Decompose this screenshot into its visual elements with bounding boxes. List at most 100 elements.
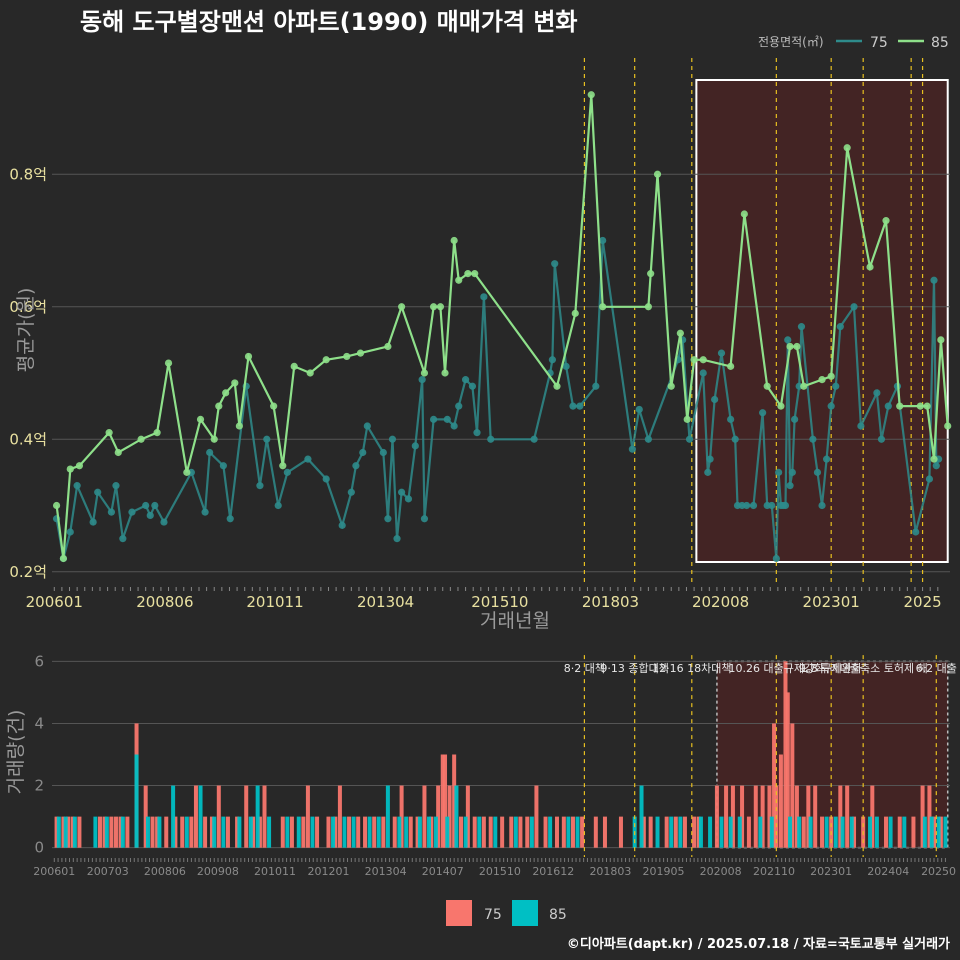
volume-bar-75 xyxy=(447,785,452,848)
volume-bar-75 xyxy=(778,754,783,848)
data-point-75 xyxy=(398,488,406,496)
volume-bar-75 xyxy=(472,816,477,848)
data-point-75 xyxy=(592,382,600,390)
volume-bar-75 xyxy=(125,816,130,848)
volume-x-tick-label: 201905 xyxy=(642,865,684,878)
volume-bar-85 xyxy=(351,816,356,848)
volume-bar-85 xyxy=(719,816,724,848)
data-point-75 xyxy=(420,515,429,523)
volume-bar-75 xyxy=(193,785,198,848)
volume-bar-75 xyxy=(429,816,434,848)
volume-bar-75 xyxy=(216,785,221,848)
volume-bar-75 xyxy=(806,785,811,848)
data-point-85 xyxy=(52,501,61,510)
volume-y-tick-label: 0 xyxy=(34,839,44,857)
data-point-75 xyxy=(119,535,127,543)
data-point-85 xyxy=(882,217,890,225)
data-point-75 xyxy=(487,435,495,443)
data-point-75 xyxy=(429,415,438,423)
data-point-85 xyxy=(66,465,74,473)
data-point-85 xyxy=(587,91,595,99)
data-point-85 xyxy=(420,369,429,377)
volume-bar-75 xyxy=(301,816,306,848)
data-point-75 xyxy=(644,435,652,443)
volume-bar-75 xyxy=(209,816,214,848)
volume-bar-75 xyxy=(927,785,932,848)
volume-bar-75 xyxy=(509,816,514,848)
data-point-85 xyxy=(114,448,122,457)
x-tick-label: 201803 xyxy=(582,593,639,611)
volume-bar-85 xyxy=(833,816,838,848)
volume-bar-75 xyxy=(102,816,107,848)
data-point-85 xyxy=(429,303,438,311)
volume-bar-85 xyxy=(376,816,381,848)
data-point-85 xyxy=(777,402,785,410)
data-point-75 xyxy=(569,402,577,410)
data-point-75 xyxy=(160,518,168,526)
legend-label-75: 75 xyxy=(870,35,888,51)
volume-bar-85 xyxy=(237,816,242,848)
volume-bar-75 xyxy=(561,816,566,848)
data-point-75 xyxy=(226,515,234,523)
data-point-75 xyxy=(768,501,776,510)
volume-bar-75 xyxy=(70,816,75,848)
data-point-75 xyxy=(884,402,892,410)
volume-bar-85 xyxy=(367,816,372,848)
data-point-85 xyxy=(818,376,826,384)
volume-bar-75 xyxy=(820,816,825,848)
data-point-75 xyxy=(628,445,636,453)
volume-bar-85 xyxy=(929,816,934,848)
volume-bar-75 xyxy=(333,816,338,848)
volume-bar-85 xyxy=(513,816,518,848)
volume-bar-75 xyxy=(337,785,342,848)
data-point-75 xyxy=(263,435,271,443)
volume-x-tick-label: 201407 xyxy=(422,865,464,878)
data-point-85 xyxy=(786,342,794,351)
volume-bar-75 xyxy=(109,816,114,848)
data-point-85 xyxy=(59,554,68,563)
volume-bar-75 xyxy=(753,785,758,848)
volume-bar-75 xyxy=(554,816,559,848)
volume-y-tick-label: 6 xyxy=(34,652,44,670)
volume-bar-75 xyxy=(570,816,575,848)
data-point-85 xyxy=(306,369,314,377)
data-point-75 xyxy=(759,409,767,417)
volume-bar-85 xyxy=(529,816,534,848)
data-point-75 xyxy=(562,362,570,370)
volume-bar-75 xyxy=(164,816,169,848)
data-point-85 xyxy=(937,336,945,344)
volume-bar-75 xyxy=(225,816,230,848)
chart-title: 동해 도구별장맨션 아파트(1990) 매매가격 변화 xyxy=(80,8,578,36)
event-label: 12·16 18차대책 xyxy=(652,662,731,675)
data-point-85 xyxy=(196,415,205,423)
data-point-75 xyxy=(384,515,392,523)
volume-bar-85 xyxy=(788,816,793,848)
data-point-85 xyxy=(441,369,449,377)
volume-bar-85 xyxy=(221,816,226,848)
data-point-75 xyxy=(363,422,371,430)
data-point-75 xyxy=(468,382,477,390)
data-point-75 xyxy=(256,482,264,490)
volume-bar-75 xyxy=(408,816,413,848)
data-point-75 xyxy=(836,323,844,331)
volume-bar-85 xyxy=(212,816,217,848)
volume-bar-75 xyxy=(488,816,493,848)
volume-bar-75 xyxy=(315,816,320,848)
event-label: 8·2 대책 xyxy=(564,662,605,675)
legend-bottom-label-85: 85 xyxy=(549,907,567,923)
volume-bar-75 xyxy=(870,785,875,848)
data-point-85 xyxy=(827,372,835,380)
data-point-85 xyxy=(222,389,230,397)
data-point-75 xyxy=(781,501,790,510)
data-point-85 xyxy=(930,455,938,463)
volume-x-tick-label: 201612 xyxy=(532,865,574,878)
data-point-75 xyxy=(418,376,426,384)
data-point-75 xyxy=(219,462,227,470)
volume-bar-75 xyxy=(543,816,548,848)
volume-bar-75 xyxy=(392,816,397,848)
volume-bar-75 xyxy=(897,816,902,848)
volume-bar-75 xyxy=(593,816,598,848)
x-tick-label: 201304 xyxy=(357,593,414,611)
series-line-85 xyxy=(55,94,949,559)
